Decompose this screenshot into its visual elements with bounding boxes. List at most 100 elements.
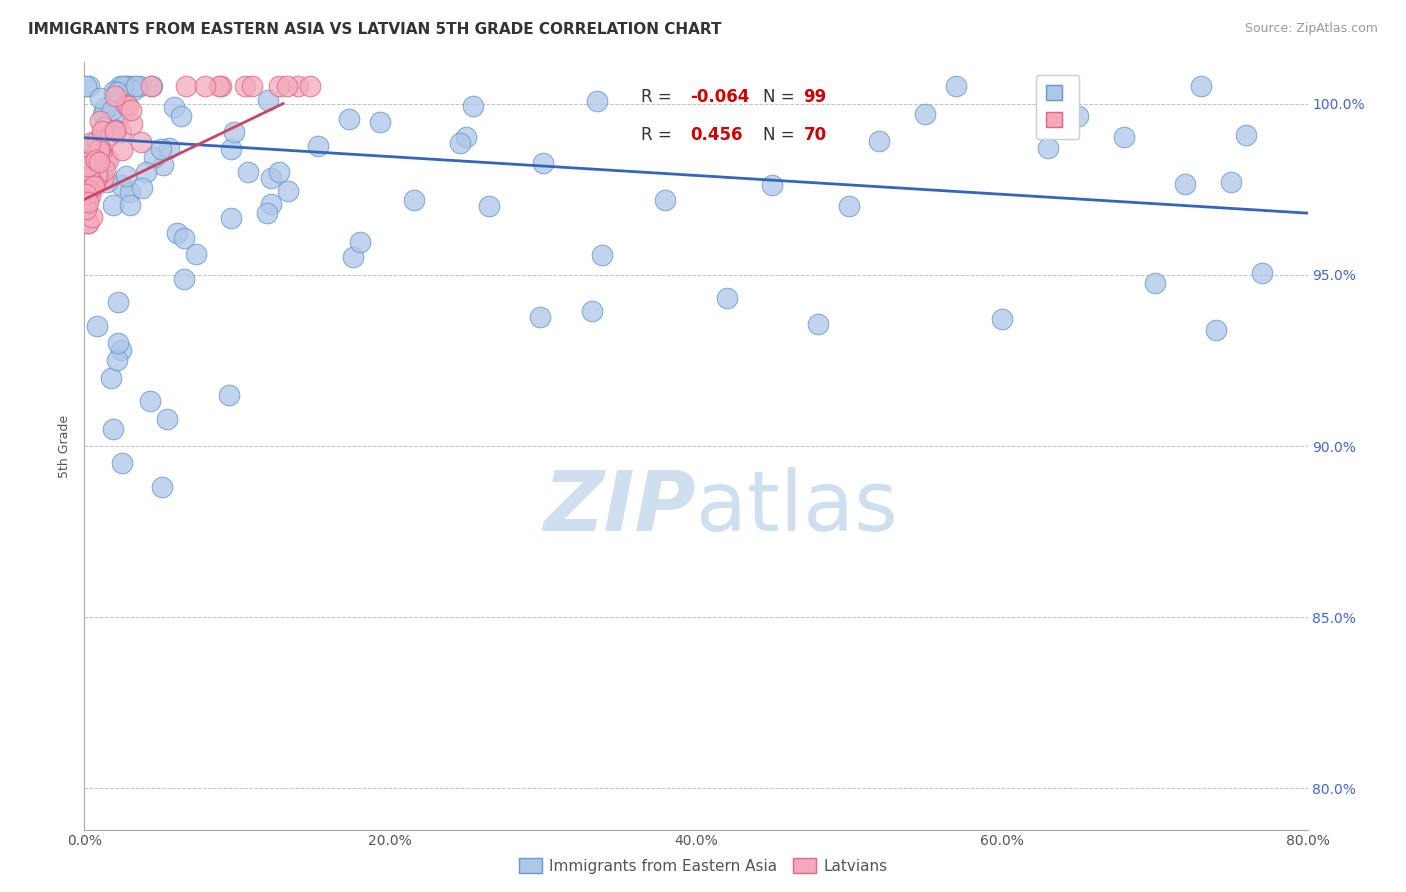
Point [807, 318, 830, 332]
Point [838, 199, 860, 213]
Point [114, 169, 136, 184]
Text: 99: 99 [804, 88, 827, 106]
Point [98, 128, 121, 143]
Point [121, 79, 143, 94]
Point [93, 120, 115, 135]
Point [93, 107, 115, 121]
Point [135, 164, 157, 178]
Point [349, 235, 371, 249]
Point [163, 100, 186, 114]
Point [76, 177, 98, 191]
Legend: Immigrants from Eastern Asia, Latvians: Immigrants from Eastern Asia, Latvians [513, 852, 893, 880]
Point [1114, 129, 1136, 144]
Point [75, 169, 97, 183]
Text: 70: 70 [804, 127, 827, 145]
Point [105, 353, 128, 368]
Point [75, 194, 97, 209]
Point [105, 85, 128, 99]
Point [1067, 110, 1090, 124]
Point [176, 79, 198, 94]
Point [131, 181, 153, 195]
Point [89, 141, 111, 155]
Point [1220, 175, 1243, 189]
Point [218, 387, 240, 401]
Point [100, 370, 122, 384]
Point [256, 93, 278, 107]
Point [449, 136, 471, 150]
Point [82, 137, 104, 152]
Point [79, 183, 101, 197]
Point [77, 147, 100, 161]
Point [139, 394, 162, 409]
Point [80, 210, 103, 224]
Point [118, 185, 141, 199]
Point [77, 161, 100, 175]
Point [91, 124, 114, 138]
Point [166, 226, 188, 240]
Point [104, 123, 127, 137]
Text: -0.064: -0.064 [690, 88, 749, 106]
Point [76, 183, 98, 197]
Point [456, 130, 478, 145]
Point [115, 79, 138, 94]
Point [115, 79, 138, 94]
Point [91, 171, 114, 186]
Point [91, 162, 114, 177]
Point [87, 146, 110, 161]
Point [111, 79, 134, 94]
Point [141, 79, 163, 94]
Point [104, 123, 127, 137]
Point [77, 163, 100, 178]
Point [77, 169, 100, 184]
Point [118, 197, 141, 211]
Point [122, 83, 145, 97]
Point [82, 152, 104, 166]
Point [152, 158, 174, 172]
Point [110, 343, 132, 357]
Text: Source: ZipAtlas.com: Source: ZipAtlas.com [1244, 22, 1378, 36]
Point [581, 304, 603, 318]
Point [461, 99, 484, 113]
Point [342, 250, 364, 264]
Point [114, 98, 136, 112]
Text: ZIP: ZIP [543, 467, 696, 548]
Point [101, 198, 124, 212]
Point [73, 201, 96, 215]
Point [1236, 128, 1258, 143]
Point [77, 216, 100, 230]
Point [73, 183, 96, 197]
Point [221, 211, 243, 225]
Text: R =: R = [641, 127, 672, 145]
Point [110, 125, 132, 139]
Point [112, 105, 135, 120]
Point [260, 171, 283, 186]
Point [307, 139, 329, 153]
Point [914, 107, 936, 121]
Point [87, 143, 110, 157]
Point [945, 79, 967, 94]
Point [150, 142, 173, 156]
Point [150, 480, 173, 494]
Point [121, 117, 143, 131]
Point [89, 90, 111, 104]
Point [87, 169, 110, 183]
Point [1174, 177, 1197, 191]
Point [368, 114, 391, 128]
Point [129, 79, 152, 94]
Point [240, 79, 263, 94]
Point [96, 175, 118, 189]
Point [129, 136, 152, 150]
Point [111, 456, 134, 470]
Point [76, 185, 98, 199]
Text: atlas: atlas [696, 467, 897, 548]
Y-axis label: 5th Grade: 5th Grade [58, 415, 72, 477]
Point [1036, 141, 1059, 155]
Point [75, 202, 97, 216]
Point [209, 79, 232, 94]
Point [1205, 323, 1227, 337]
Point [73, 200, 96, 214]
Point [75, 79, 97, 94]
Point [1250, 266, 1272, 280]
Point [103, 83, 125, 97]
Point [219, 142, 242, 156]
